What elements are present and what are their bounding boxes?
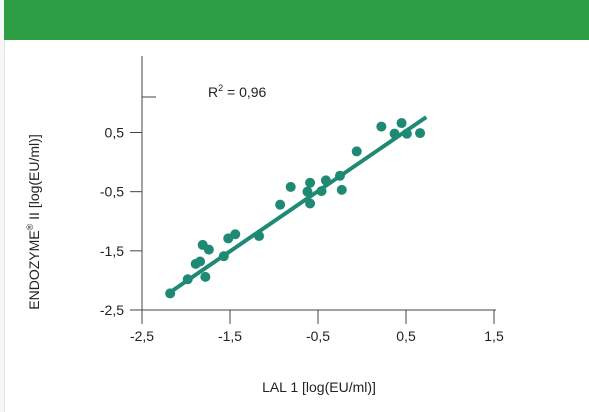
data-point bbox=[305, 198, 316, 209]
data-point bbox=[351, 146, 362, 157]
regression-line bbox=[169, 115, 428, 294]
data-point bbox=[336, 184, 347, 195]
x-tick-label: -2,5 bbox=[130, 328, 154, 344]
y-tick-label: -2,5 bbox=[100, 302, 124, 318]
y-axis-title: ENDOZYME® II [log(EU/ml)] bbox=[25, 134, 42, 309]
data-point bbox=[285, 181, 296, 192]
data-point bbox=[275, 199, 286, 210]
data-point bbox=[203, 244, 214, 255]
trendline-group bbox=[169, 115, 428, 294]
x-tick-label: -0,5 bbox=[306, 328, 330, 344]
x-tick-label: -1,5 bbox=[218, 328, 242, 344]
data-point bbox=[376, 121, 387, 132]
data-point bbox=[396, 118, 407, 129]
y-tick-label: 0,5 bbox=[105, 125, 125, 141]
x-ticks-group: -2,5 -1,5 -0,5 0,5 1,5 bbox=[130, 310, 504, 344]
y-ticks-group: -2,5 -1,5 -0,5 0,5 bbox=[100, 125, 142, 318]
data-point bbox=[230, 229, 241, 240]
r-squared-annotation: R2 = 0,96 bbox=[208, 83, 267, 100]
x-tick-label: 0,5 bbox=[396, 328, 416, 344]
axes-group bbox=[130, 56, 496, 316]
data-points-group bbox=[165, 118, 426, 299]
data-point bbox=[305, 177, 316, 188]
data-point bbox=[200, 271, 211, 282]
x-axis-title: LAL 1 [log(EU/ml)] bbox=[262, 379, 376, 395]
x-tick-label: 1,5 bbox=[484, 328, 504, 344]
y-tick-label: -0,5 bbox=[100, 184, 124, 200]
data-point bbox=[302, 186, 313, 197]
y-tick-label: -1,5 bbox=[100, 243, 124, 259]
header-banner bbox=[4, 0, 589, 40]
data-point bbox=[195, 256, 206, 267]
data-point bbox=[415, 128, 426, 139]
